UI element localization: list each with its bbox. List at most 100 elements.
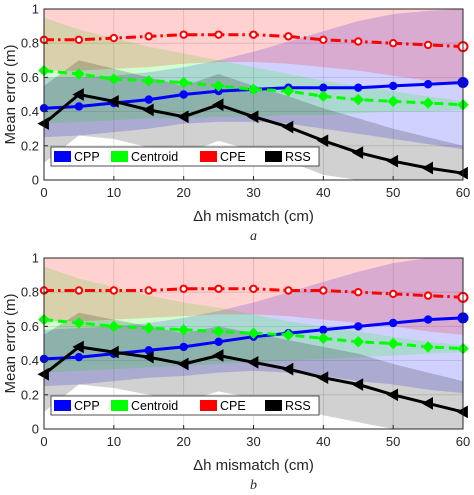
data-point-rss: [37, 117, 49, 130]
y-tick-label: 0.2: [21, 387, 39, 402]
data-point-centroid: [247, 83, 260, 96]
data-point-centroid: [177, 76, 190, 89]
error-band-cpe: [44, 258, 463, 335]
data-point-centroid: [317, 332, 330, 345]
data-point-centroid: [73, 68, 85, 80]
data-point-centroid: [143, 322, 155, 334]
data-point-centroid: [352, 336, 364, 348]
data-point-cpe: [354, 288, 363, 297]
series-rss: [37, 340, 468, 419]
legend-swatch-cpe: [200, 400, 217, 411]
data-point-cpp: [214, 337, 223, 346]
data-point-cpe: [109, 33, 119, 43]
data-point-rss: [386, 154, 399, 168]
chart-panel-b: 0 10 20 30 40 50 60 0 0.2 0.4 0.6 0.8 1 Δh mismatch (…: [2, 251, 470, 494]
data-point-cpp: [144, 346, 153, 355]
series-centroid: [38, 64, 469, 111]
data-point-rss: [351, 378, 364, 391]
data-point-cpe: [284, 32, 293, 41]
series-centroid: [38, 313, 469, 355]
data-point-centroid: [212, 325, 225, 338]
data-point-cpe: [388, 289, 398, 299]
data-point-rss: [351, 146, 364, 159]
legend-swatch-rss: [265, 400, 282, 411]
data-point-cpe: [319, 286, 328, 295]
data-point-centroid: [317, 90, 330, 102]
data-point-cpp: [388, 81, 398, 91]
y-tick-label: 0.4: [21, 104, 39, 119]
y-tick-label: 0.8: [21, 285, 39, 300]
data-point-cpp: [144, 95, 153, 104]
data-point-centroid: [352, 93, 364, 106]
x-tick-label: 10: [107, 434, 121, 449]
data-point-rss: [421, 161, 433, 175]
data-point-cpe: [354, 37, 363, 46]
y-tick-label: 1: [32, 251, 39, 266]
data-point-centroid: [282, 85, 295, 97]
y-tick-label: 0.6: [21, 319, 39, 334]
data-point-cpe: [319, 35, 328, 44]
data-point-rss: [386, 388, 399, 402]
legend-label-cpe: CPE: [220, 399, 246, 413]
data-point-centroid: [143, 75, 155, 87]
data-point-rss: [281, 362, 294, 376]
data-point-cpe: [388, 39, 398, 48]
x-tick-label: 40: [316, 185, 330, 200]
ticks: 0 10 20 30 40 50 60 0 0.2 0.4 0.6 0.8 1: [21, 251, 470, 450]
y-tick-label: 0.8: [21, 36, 39, 51]
data-point-cpe: [179, 30, 188, 39]
data-point-cpe: [179, 284, 188, 293]
y-tick-label: 0: [32, 173, 39, 188]
data-point-rss: [212, 349, 224, 362]
data-point-cpp: [74, 352, 84, 362]
data-point-centroid: [108, 320, 120, 333]
data-point-cpe: [284, 286, 293, 295]
data-point-cpp: [354, 83, 363, 92]
legend-label-cpe: CPE: [220, 150, 246, 164]
y-tick-label: 1: [32, 2, 39, 17]
x-tick-label: 30: [246, 185, 260, 200]
data-point-cpp: [179, 342, 188, 352]
x-tick-label: 0: [40, 185, 47, 200]
data-point-rss: [107, 345, 119, 359]
data-point-rss: [246, 110, 259, 124]
data-point-cpp: [319, 83, 328, 92]
legend: CPP Centroid CPE RSS: [50, 395, 320, 416]
x-axis-label: Δh mismatch (cm): [193, 208, 314, 225]
ticks: 0 10 20 30 40 50 60 0 0.2 0.4 0.6 0.8 1: [21, 2, 470, 201]
data-point-cpe: [423, 291, 433, 300]
data-point-cpp: [423, 315, 433, 324]
data-point-cpe: [109, 286, 119, 295]
data-point-rss: [177, 357, 189, 371]
data-point-rss: [72, 88, 84, 101]
x-tick-label: 0: [40, 434, 47, 449]
x-tick-label: 50: [386, 185, 400, 200]
data-point-cpp: [319, 325, 328, 335]
legend-label-rss: RSS: [285, 150, 311, 164]
data-point-centroid: [247, 327, 260, 339]
data-point-rss: [281, 120, 294, 134]
x-tick-label: 50: [386, 434, 400, 449]
data-point-centroid: [108, 73, 120, 85]
legend-label-cpp: CPP: [74, 150, 100, 164]
data-point-rss: [177, 110, 189, 124]
error-band-rss: [44, 312, 463, 429]
series-cpe: [39, 284, 469, 303]
legend: CPP Centroid CPE RSS: [50, 146, 320, 167]
legend-label-centroid: Centroid: [131, 399, 178, 413]
panel-label: a: [250, 229, 257, 244]
y-tick-label: 0.6: [21, 70, 39, 85]
data-point-rss: [37, 367, 49, 381]
x-tick-label: 20: [176, 185, 190, 200]
legend-label-cpp: CPP: [74, 399, 100, 413]
data-point-cpe: [249, 30, 258, 39]
data-point-centroid: [282, 329, 295, 341]
x-tick-label: 10: [107, 185, 121, 200]
data-point-centroid: [73, 317, 85, 329]
data-point-centroid: [387, 95, 399, 108]
data-point-rss: [212, 98, 224, 112]
y-axis-label: Mean error (m): [2, 44, 19, 144]
data-point-cpp: [388, 318, 398, 328]
x-tick-label: 30: [246, 434, 260, 449]
